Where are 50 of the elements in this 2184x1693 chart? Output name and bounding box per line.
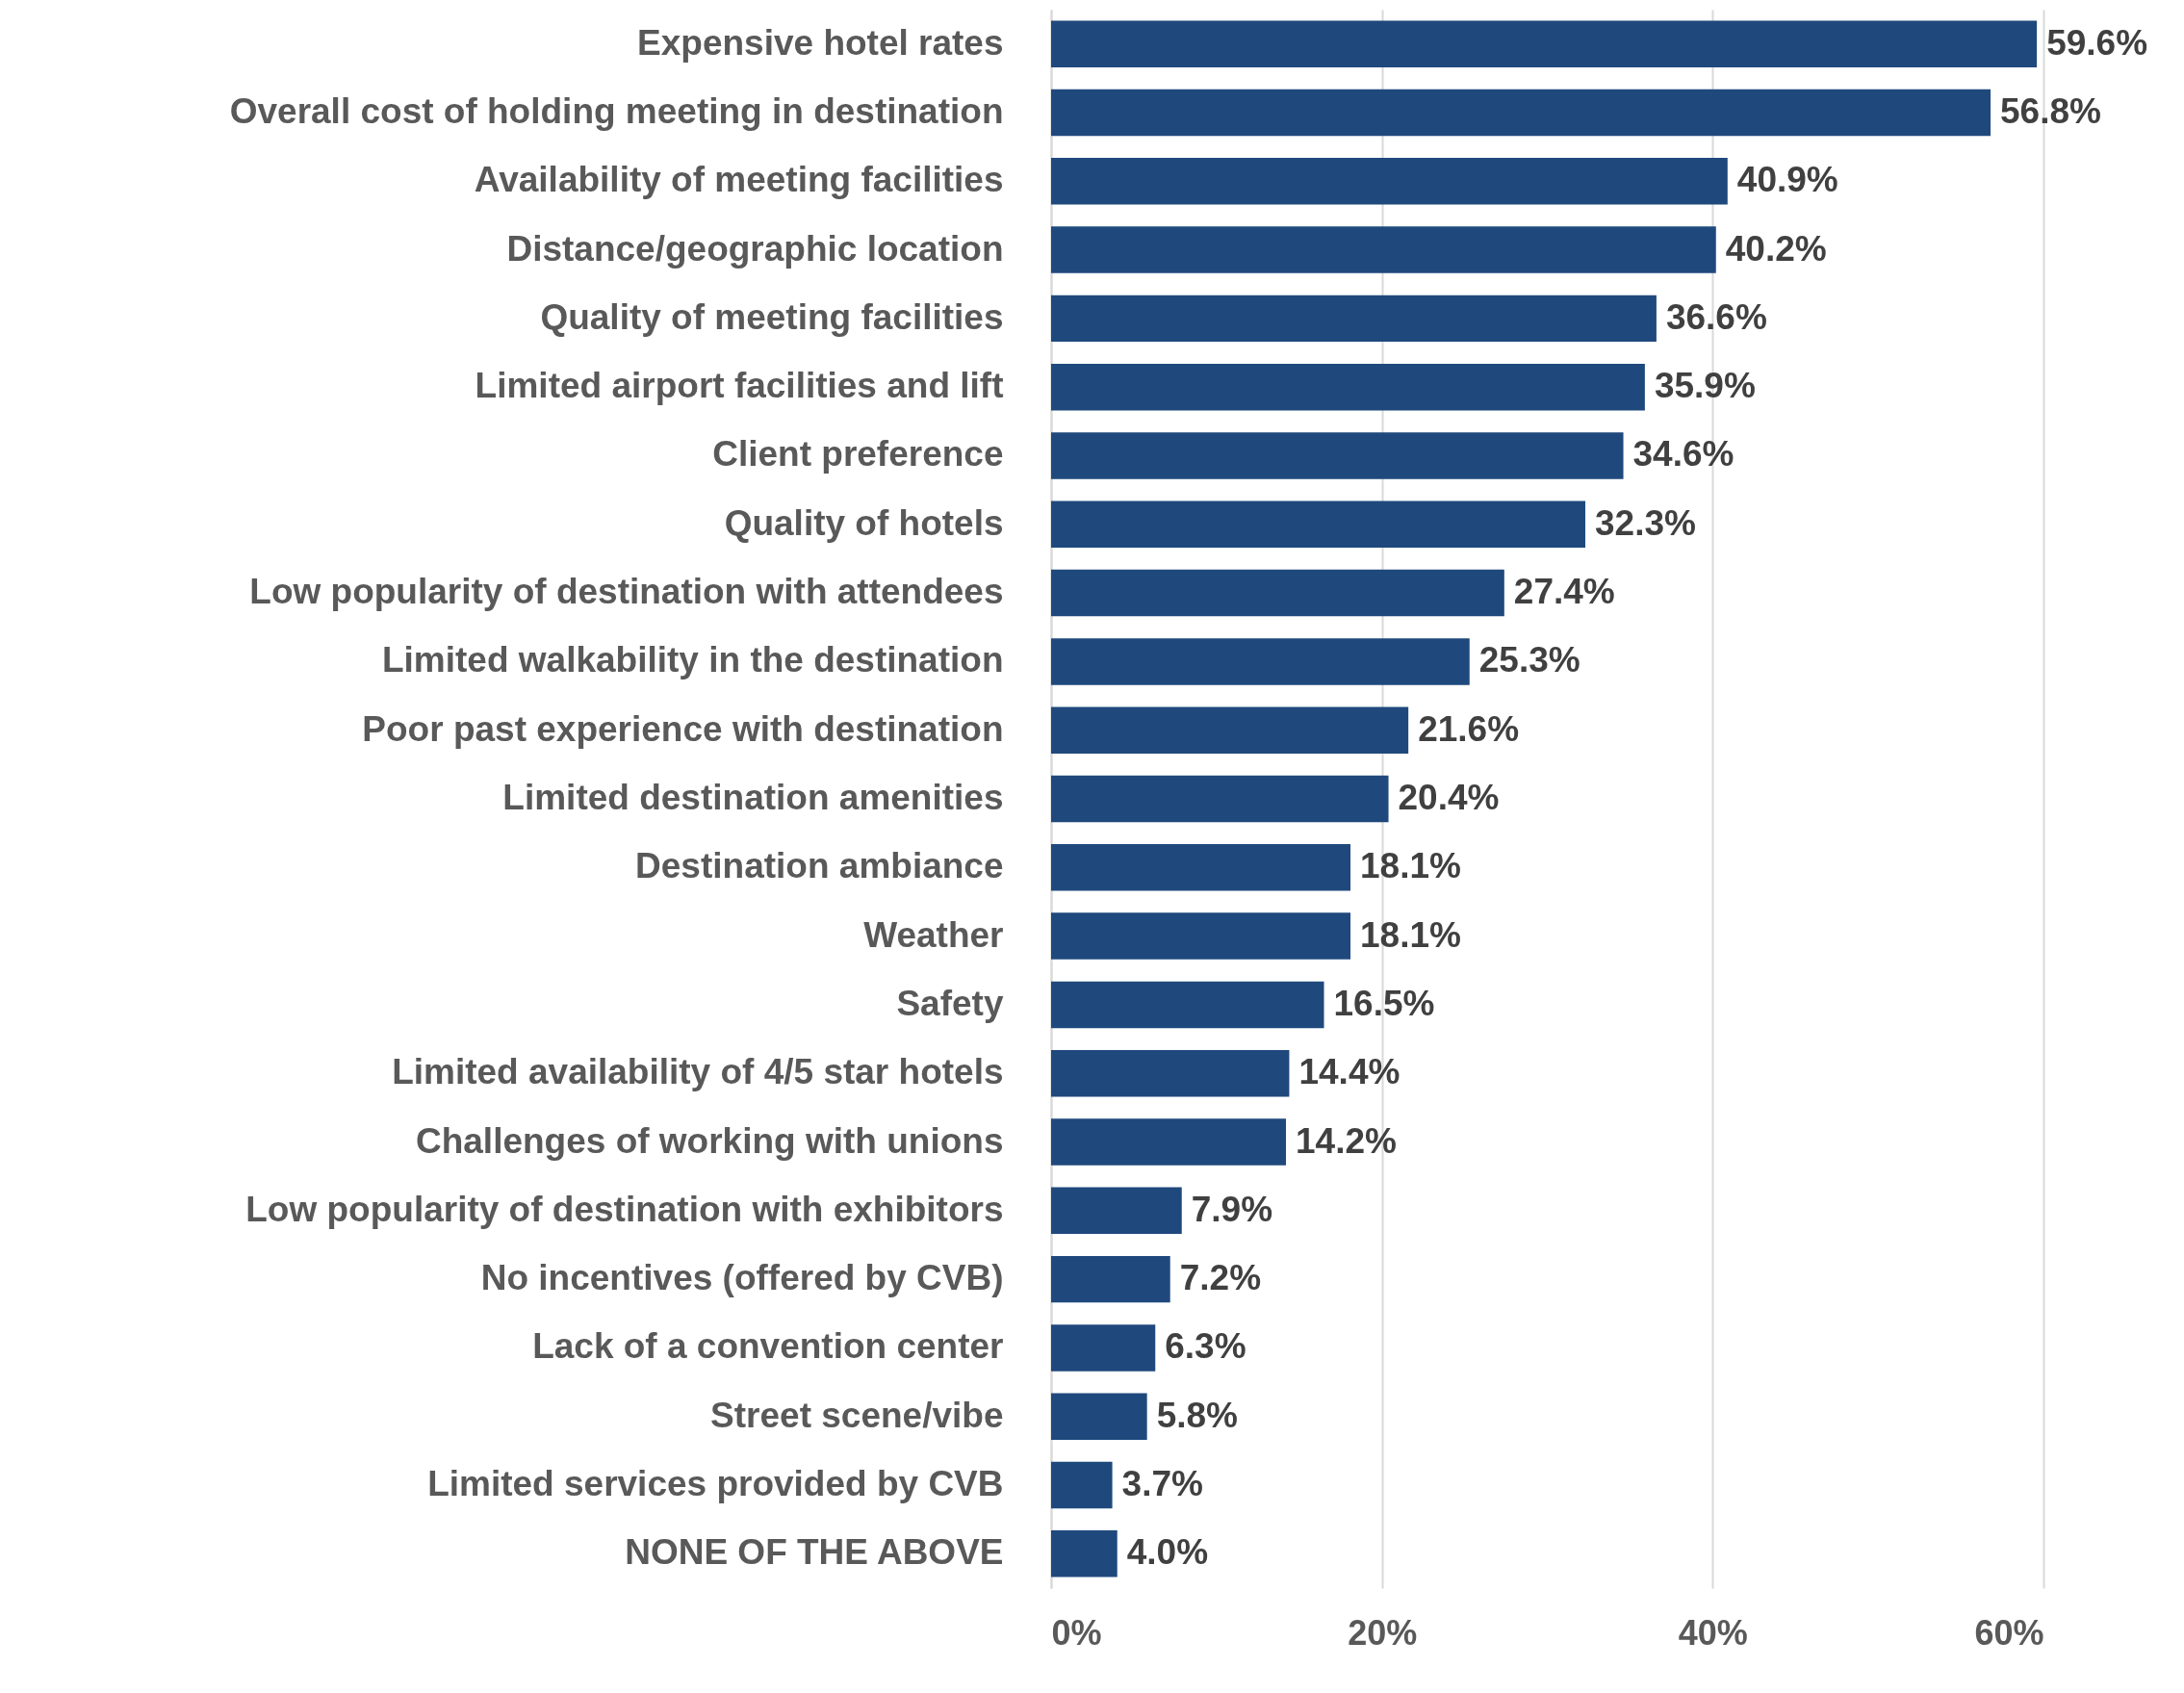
data-label: 3.7%	[1121, 1464, 1203, 1504]
data-label: 21.6%	[1418, 708, 1520, 749]
y-tick-label: Client preference	[712, 434, 1004, 475]
data-label: 16.5%	[1333, 983, 1435, 1023]
y-tick-label: Limited services provided by CVB	[427, 1464, 1004, 1504]
x-tick-label: 40%	[1678, 1612, 1748, 1653]
y-tick-label: No incentives (offered by CVB)	[480, 1258, 1004, 1298]
data-label: 35.9%	[1654, 366, 1756, 406]
data-label: 56.8%	[2000, 90, 2101, 131]
x-tick-label: 0%	[1051, 1612, 1102, 1653]
x-tick-label: 60%	[1974, 1612, 2044, 1653]
data-label: 27.4%	[1513, 572, 1615, 612]
data-label: 18.1%	[1360, 846, 1461, 886]
data-label: 7.2%	[1179, 1258, 1262, 1298]
y-tick-label: Challenges of working with unions	[415, 1120, 1004, 1161]
y-tick-label: Poor past experience with destination	[362, 708, 1004, 749]
y-tick-label: Distance/geographic location	[506, 228, 1004, 269]
data-label: 14.4%	[1298, 1052, 1400, 1092]
x-tick-label: 20%	[1348, 1612, 1418, 1653]
data-label: 59.6%	[2046, 22, 2148, 63]
data-label: 25.3%	[1478, 640, 1580, 680]
y-tick-label: Limited walkability in the destination	[381, 640, 1004, 680]
data-label: 4.0%	[1126, 1532, 1209, 1573]
data-label: 7.9%	[1191, 1189, 1273, 1229]
data-label: 20.4%	[1398, 778, 1500, 817]
data-label: 14.2%	[1296, 1120, 1397, 1161]
data-label: 36.6%	[1665, 296, 1767, 337]
data-label: 40.9%	[1736, 160, 1838, 200]
y-tick-label: Weather	[863, 914, 1004, 955]
y-tick-label: Availability of meeting facilities	[474, 160, 1004, 200]
y-tick-label: Lack of a convention center	[532, 1326, 1004, 1367]
y-tick-label: Quality of meeting facilities	[540, 296, 1004, 337]
y-tick-label: Limited destination amenities	[502, 778, 1004, 817]
y-tick-label: Overall cost of holding meeting in destination	[229, 90, 1004, 131]
y-tick-label: Expensive hotel rates	[637, 22, 1004, 63]
y-tick-label: Limited airport facilities and lift	[475, 366, 1004, 406]
y-tick-label: Street scene/vibe	[710, 1395, 1004, 1435]
data-label: 5.8%	[1156, 1395, 1239, 1435]
data-label: 40.2%	[1725, 228, 1827, 269]
y-tick-label: Safety	[896, 983, 1004, 1023]
data-label: 34.6%	[1632, 434, 1734, 475]
data-label: 18.1%	[1360, 914, 1461, 955]
y-tick-label: Destination ambiance	[635, 846, 1004, 886]
y-tick-label: Limited availability of 4/5 star hotels	[392, 1052, 1004, 1092]
data-label: 32.3%	[1595, 502, 1696, 543]
y-tick-label: Low popularity of destination with attendees	[249, 572, 1004, 612]
data-label: 6.3%	[1165, 1326, 1246, 1367]
y-tick-label: Low popularity of destination with exhibitors	[245, 1189, 1004, 1229]
y-tick-label: NONE OF THE ABOVE	[625, 1532, 1004, 1573]
y-tick-label: Quality of hotels	[724, 502, 1004, 543]
